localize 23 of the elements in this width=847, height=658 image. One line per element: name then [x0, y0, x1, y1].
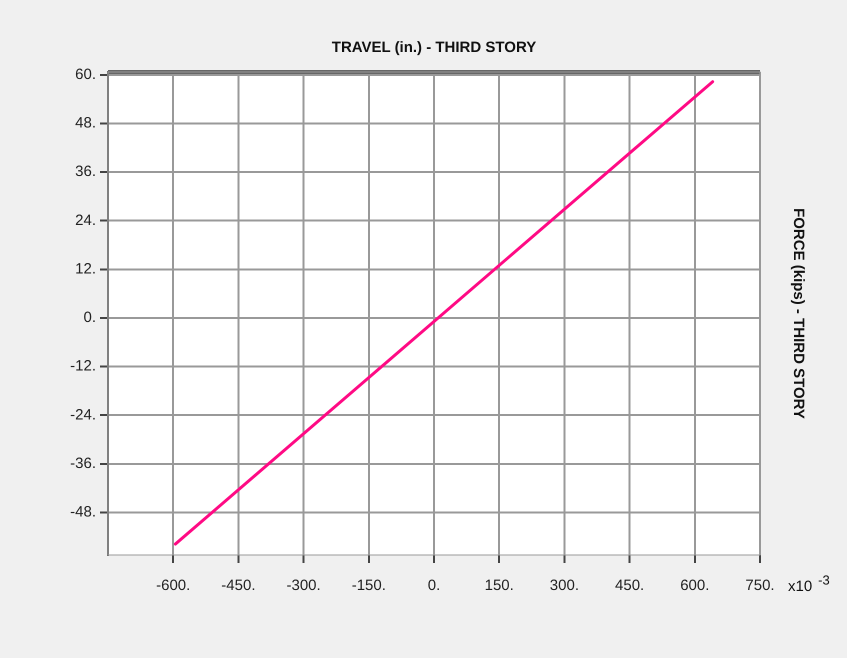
y-tick-label: 24. — [75, 212, 96, 229]
y-tick-label: -36. — [70, 454, 96, 472]
y-tick-label: 48. — [75, 114, 96, 132]
y-tick-label: 36. — [75, 163, 96, 180]
y-axis-title: FORCE (kips) - THIRD STORY — [790, 208, 807, 419]
y-tick-label: -12. — [70, 358, 96, 375]
x-tick-label: -450. — [221, 577, 256, 594]
y-tick-label: 60. — [75, 66, 96, 83]
x-tick-label: 600. — [680, 577, 710, 594]
y-tick-label: 12. — [75, 260, 96, 278]
y-tick-label: -48. — [70, 504, 96, 521]
x-tick-label: 750. — [745, 577, 775, 594]
x-tick-label: -600. — [156, 577, 190, 594]
text: x10-3 — [788, 572, 830, 596]
x-tick-label: 450. — [615, 577, 644, 594]
x-tick-label: -150. — [352, 577, 386, 594]
x-tick-label: 150. — [484, 577, 514, 594]
x-tick-label: -300. — [286, 577, 321, 594]
x-tick-label: 300. — [550, 577, 579, 594]
y-tick-label: 0. — [83, 309, 96, 326]
x-tick-label: 0. — [428, 577, 440, 594]
chart-title: TRAVEL (in.) - THIRD STORY — [332, 39, 536, 56]
y-tick-label: -24. — [70, 406, 96, 424]
